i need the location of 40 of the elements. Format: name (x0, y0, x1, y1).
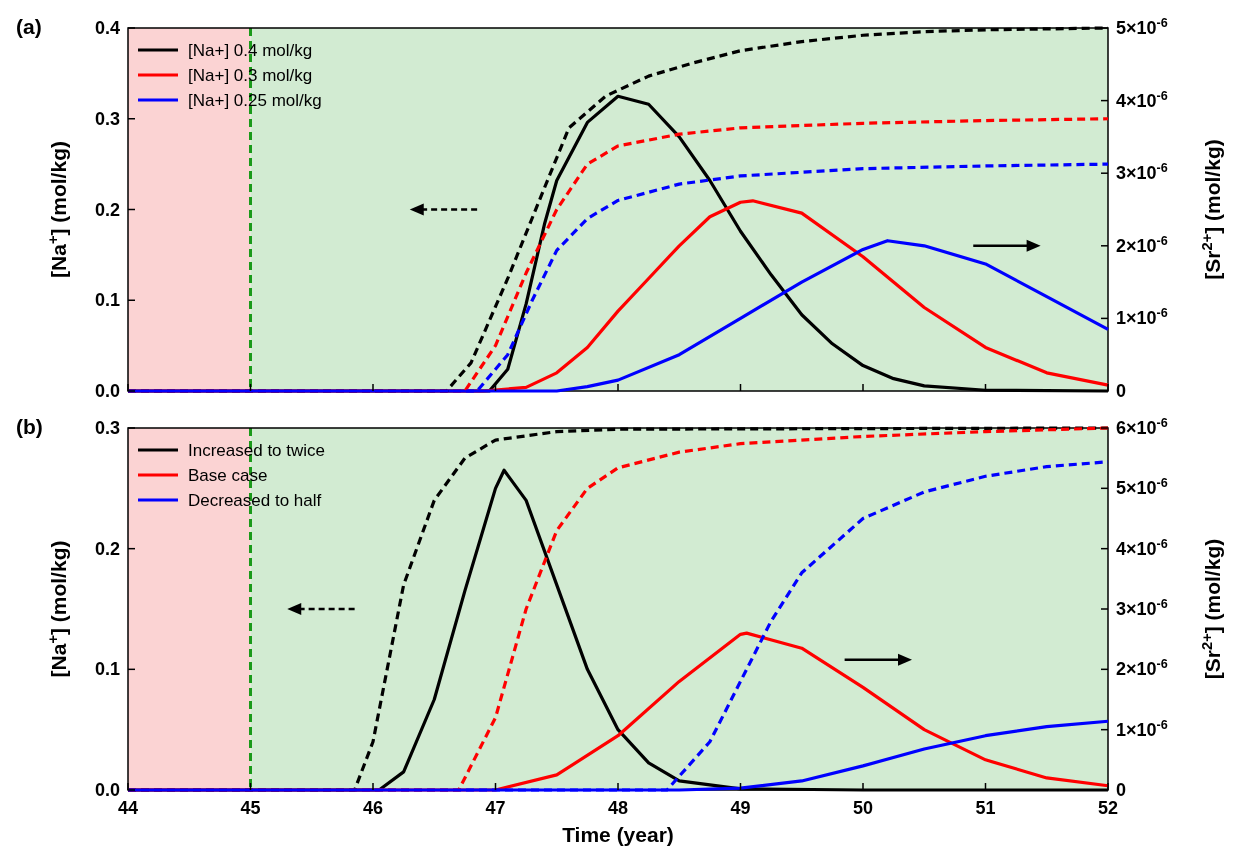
legend-label: Decreased to half (188, 491, 322, 510)
chart-title: (a) (16, 15, 42, 38)
y-tick-label: 0.3 (94, 418, 120, 438)
y-tick-label: 0.2 (94, 199, 120, 220)
y2-tick-label: 4×10$^{-6}$ (1116, 88, 1168, 111)
chart-title: (b) (16, 415, 43, 438)
x-tick-label: 51 (975, 798, 996, 818)
x-tick-label: 44 (117, 798, 139, 818)
y2-tick-label: 5×10$^{-6}$ (1116, 476, 1168, 499)
y2-tick-label: 0 (1116, 381, 1127, 401)
y-tick-label: 0.4 (94, 18, 120, 38)
x-tick-label: 45 (240, 798, 261, 818)
y-tick-label: 0.3 (94, 108, 120, 129)
legend-label: Base case (188, 466, 268, 485)
x-tick-label: 50 (852, 798, 874, 818)
x-axis-title: Time (year) (562, 823, 674, 846)
y2-tick-label: 2×10$^{-6}$ (1116, 657, 1168, 680)
y-tick-label: 0.1 (94, 659, 120, 680)
y2-tick-label: 3×10$^{-6}$ (1116, 161, 1168, 184)
legend-label: [Na+] 0.25 mol/kg (188, 91, 322, 110)
y-tick-label: 0.0 (94, 381, 120, 401)
x-tick-label: 46 (362, 798, 384, 818)
y-tick-label: 0.2 (94, 538, 120, 559)
x-tick-label: 52 (1097, 798, 1119, 818)
y2-tick-label: 0 (1116, 780, 1127, 800)
x-tick-label: 49 (730, 798, 751, 818)
x-tick-label: 47 (485, 798, 506, 818)
y2-tick-label: 1×10$^{-6}$ (1116, 306, 1168, 329)
y-tick-label: 0.1 (94, 290, 120, 311)
y2-tick-label: 1×10$^{-6}$ (1116, 717, 1168, 740)
y2-tick-label: 6×10$^{-6}$ (1116, 416, 1168, 438)
y2-tick-label: 3×10$^{-6}$ (1116, 597, 1168, 619)
y-tick-label: 0.0 (94, 780, 120, 800)
y2-tick-label: 2×10$^{-6}$ (1116, 233, 1168, 256)
legend-label: Increased to twice (188, 441, 326, 460)
legend-label: [Na+] 0.3 mol/kg (188, 66, 313, 85)
y2-tick-label: 5×10$^{-6}$ (1116, 16, 1168, 38)
y2-tick-label: 4×10$^{-6}$ (1116, 536, 1168, 559)
legend-label: [Na+] 0.4 mol/kg (188, 41, 313, 60)
x-tick-label: 48 (607, 798, 629, 818)
